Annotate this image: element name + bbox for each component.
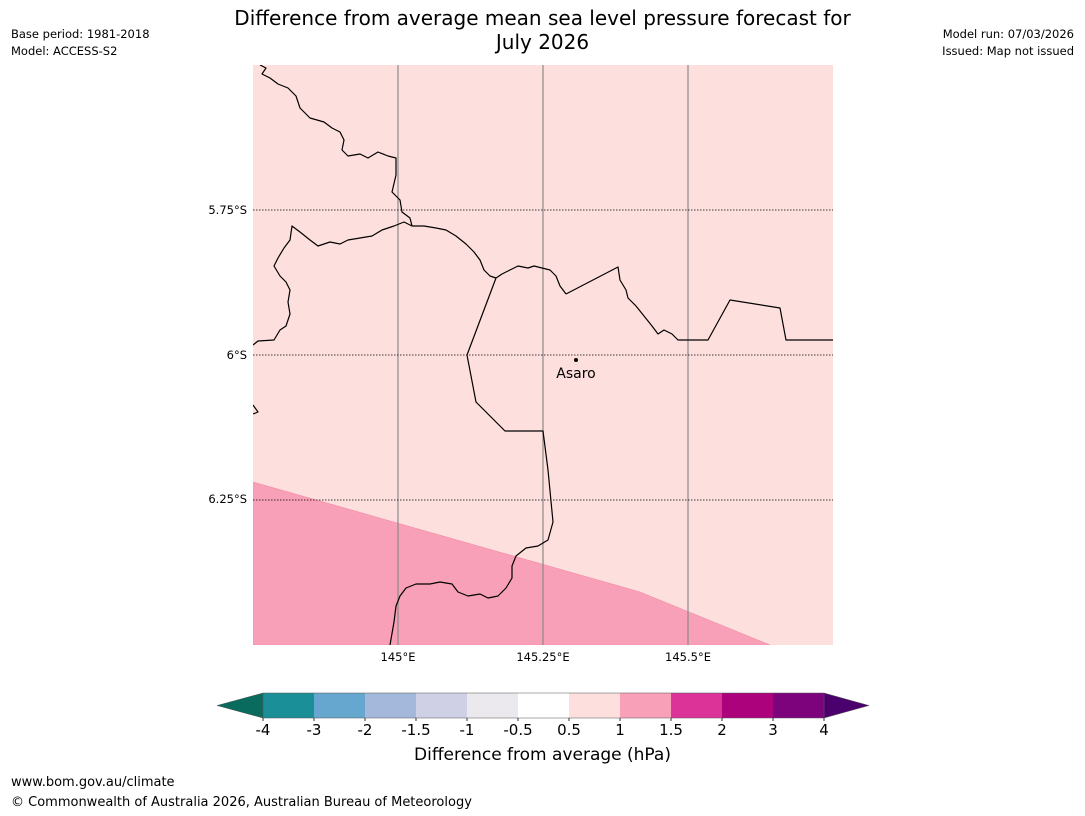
colorbar-tick-label: 4 xyxy=(819,721,829,739)
colorbar-tick-label: 1 xyxy=(615,721,625,739)
pressure-anomaly-region xyxy=(253,481,771,645)
colorbar-tick-label: 2 xyxy=(717,721,727,739)
colorbar-under-arrow xyxy=(216,692,264,719)
header-meta-left: Base period: 1981-2018 Model: ACCESS-S2 xyxy=(11,26,150,60)
latitude-label: 5.75°S xyxy=(208,203,247,217)
colorbar-tick-label: -2 xyxy=(358,721,373,739)
boundary-line xyxy=(253,404,259,415)
colorbar-cell xyxy=(314,693,366,718)
colorbar-cell xyxy=(620,693,672,718)
colorbar-cell xyxy=(416,693,468,718)
colorbar-cell xyxy=(773,693,825,718)
place-label-asaro: Asaro xyxy=(556,366,595,382)
issued-text: Issued: Map not issued xyxy=(942,44,1074,58)
colorbar-tick-label: 0.5 xyxy=(557,721,581,739)
latitude-label: 6°S xyxy=(227,348,247,362)
title-line-1: Difference from average mean sea level p… xyxy=(234,6,851,30)
colorbar-tick-label: -4 xyxy=(256,721,271,739)
colorbar-cell xyxy=(671,693,723,718)
colorbar-cell xyxy=(365,693,417,718)
title-line-2: July 2026 xyxy=(495,30,590,54)
colorbar-tick-label: 1.5 xyxy=(659,721,683,739)
colorbar-cell xyxy=(722,693,774,718)
colorbar-frame xyxy=(262,692,825,719)
model-run-text: Model run: 07/03/2026 xyxy=(942,27,1074,41)
model-text: Model: ACCESS-S2 xyxy=(11,44,118,58)
colorbar-cell xyxy=(518,693,570,718)
colorbar-tick-label: -0.5 xyxy=(503,721,532,739)
colorbar-cell xyxy=(467,693,519,718)
colorbar-tick-label: -1 xyxy=(460,721,475,739)
page-title: Difference from average mean sea level p… xyxy=(0,6,1085,54)
longitude-label: 145.25°E xyxy=(516,650,569,664)
header-meta-right: Model run: 07/03/2026 Issued: Map not is… xyxy=(942,26,1074,60)
colorbar-tick-label: -3 xyxy=(307,721,322,739)
longitude-label: 145.5°E xyxy=(665,650,711,664)
colorbar-over-arrow xyxy=(823,692,870,719)
boundary-line xyxy=(253,221,413,346)
boundary-lines xyxy=(253,65,833,645)
footer-url[interactable]: www.bom.gov.au/climate xyxy=(11,775,175,790)
colorbar-cell xyxy=(569,693,621,718)
longitude-label: 145°E xyxy=(381,650,416,664)
boundary-line xyxy=(565,266,833,341)
base-period-text: Base period: 1981-2018 xyxy=(11,27,150,41)
colorbar-caption: Difference from average (hPa) xyxy=(414,745,671,765)
latitude-label: 6.25°S xyxy=(208,492,247,506)
asaro-marker xyxy=(574,358,578,362)
boundary-line xyxy=(389,277,554,645)
colorbar-cell xyxy=(263,693,315,718)
boundary-line xyxy=(259,65,413,227)
colorbar-tick-label: 3 xyxy=(768,721,778,739)
colorbar-tick-label: -1.5 xyxy=(401,721,430,739)
footer-copyright: © Commonwealth of Australia 2026, Austra… xyxy=(11,795,472,810)
